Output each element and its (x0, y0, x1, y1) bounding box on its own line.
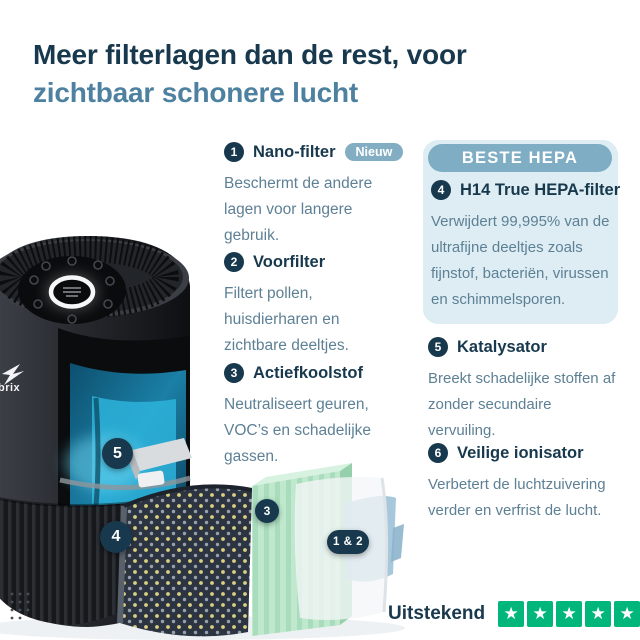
star-icon: ★ (498, 601, 525, 627)
purifier-top-fins (0, 236, 179, 318)
layer-badge-1-2: 1 & 2 (327, 530, 369, 554)
feature-ionisator: 6 Veilige ionisator Verbetert de luchtzu… (428, 443, 620, 524)
star-icon: ★ (527, 601, 554, 627)
feature-5-number: 5 (428, 337, 448, 357)
feature-4-title: H14 True HEPA-filter (460, 180, 621, 199)
feature-6-description: Verbetert de luchtzuivering verder en ve… (428, 476, 606, 519)
feature-katalysator: 5 Katalysator Breekt schadelijke stoffen… (428, 337, 620, 444)
brand-name-partial: brix (0, 382, 21, 394)
best-hepa-badge: BESTE HEPA (428, 144, 612, 172)
catalyst-tray (132, 438, 192, 471)
feature-3-number: 3 (224, 363, 244, 383)
speaker-holes (10, 592, 30, 620)
feature-4-number: 4 (431, 180, 451, 200)
feature-1-number: 1 (224, 142, 244, 162)
new-badge: Nieuw (344, 142, 404, 162)
feature-2-description: Filtert pollen, huisdierharen en zichtba… (224, 285, 349, 354)
carbon-mesh-filter-layer (120, 486, 252, 637)
feature-2-title: Voorfilter (253, 252, 326, 271)
rating-label: Uitstekend (388, 603, 486, 624)
layer-badge-4: 4 (100, 521, 132, 553)
feature-hepa-filter: 4 H14 True HEPA-filter Verwijdert 99,995… (431, 180, 620, 313)
title-line-2: zichtbaar schonere lucht (33, 77, 359, 108)
layer-badge-3: 3 (255, 499, 279, 523)
feature-4-description: Verwijdert 99,995% van de ultrafijne dee… (431, 213, 610, 308)
feature-actiefkoolstof: 3 Actiefkoolstof Neutraliseert geuren, V… (224, 363, 402, 470)
control-ring-ticks (63, 287, 81, 297)
control-panel-icons (29, 256, 115, 324)
page-title: Meer filterlagen dan de rest, voor zicht… (33, 36, 467, 112)
brand-logo-icon (2, 364, 24, 385)
feature-voorfilter: 2 Voorfilter Filtert pollen, huisdierhar… (224, 252, 402, 359)
feature-nano-filter: 1 Nano-filter Nieuw Beschermt de andere … (224, 142, 404, 249)
star-row: ★ ★ ★ ★ ★ (498, 601, 640, 627)
feature-1-title: Nano-filter (253, 142, 336, 161)
feature-1-description: Beschermt de andere lagen voor langere g… (224, 175, 373, 244)
feature-6-number: 6 (428, 443, 448, 463)
feature-6-title: Veilige ionisator (457, 443, 584, 462)
title-line-1: Meer filterlagen dan de rest, voor (33, 39, 467, 70)
layer-badge-5: 5 (102, 438, 133, 469)
feature-2-number: 2 (224, 252, 244, 272)
best-hepa-box: BESTE HEPA 4 H14 True HEPA-filter Verwij… (423, 140, 620, 324)
star-icon: ★ (614, 601, 640, 627)
feature-3-title: Actiefkoolstof (253, 363, 364, 382)
trustpilot-rating: Uitstekend ★ ★ ★ ★ ★ (388, 601, 640, 627)
feature-3-description: Neutraliseert geuren, VOC’s en schadelij… (224, 396, 372, 465)
feature-5-description: Breekt schadelijke stoffen af zonder sec… (428, 370, 616, 439)
feature-5-title: Katalysator (457, 337, 547, 356)
star-icon: ★ (556, 601, 583, 627)
star-icon: ★ (585, 601, 612, 627)
